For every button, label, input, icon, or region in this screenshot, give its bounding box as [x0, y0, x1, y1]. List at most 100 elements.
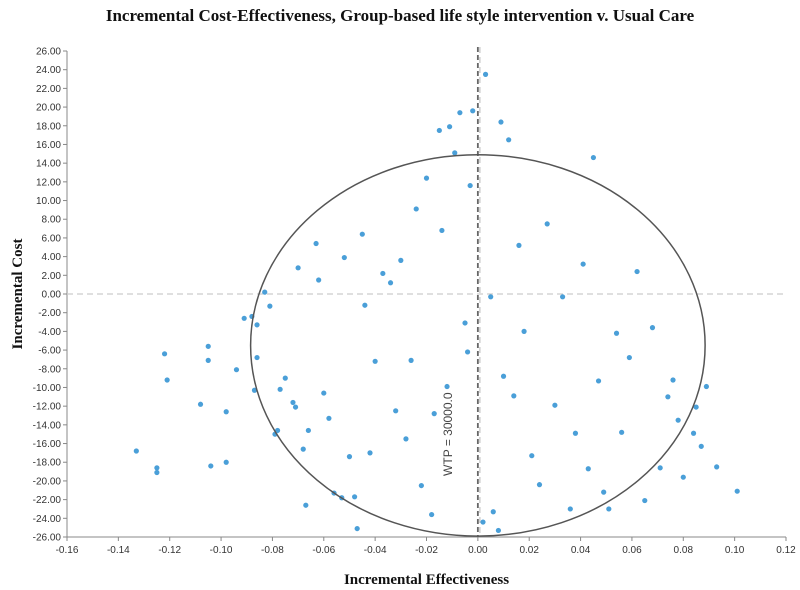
x-tick-label: -0.02: [415, 545, 438, 556]
data-point: [734, 488, 740, 494]
y-tick-label: -24.00: [33, 514, 62, 525]
x-tick-label: -0.10: [210, 545, 233, 556]
data-point: [595, 378, 602, 384]
data-point: [698, 443, 704, 449]
data-point: [429, 511, 435, 518]
y-tick-label: -12.00: [33, 402, 62, 413]
data-point: [398, 257, 404, 263]
x-tick-label: -0.16: [56, 545, 79, 556]
data-point: [447, 124, 453, 130]
data-point: [313, 240, 319, 247]
y-tick-label: 2.00: [42, 271, 62, 282]
data-point: [305, 427, 311, 434]
data-point: [567, 506, 573, 512]
data-point: [585, 466, 591, 472]
data-point: [154, 469, 160, 476]
data-point: [408, 357, 414, 363]
data-point: [580, 261, 586, 267]
data-point: [444, 383, 450, 390]
data-point: [480, 519, 486, 525]
data-point: [559, 294, 566, 300]
data-point: [470, 108, 476, 114]
data-point: [601, 489, 607, 495]
data-point: [690, 430, 697, 436]
y-tick-label: -16.00: [33, 439, 62, 450]
data-point: [133, 448, 139, 454]
y-tick-label: 14.00: [36, 159, 61, 170]
data-point: [380, 270, 386, 277]
data-point: [482, 71, 489, 77]
data-point: [464, 349, 471, 355]
data-point: [197, 401, 204, 407]
data-point: [613, 330, 620, 336]
data-point: [572, 430, 579, 436]
data-point: [490, 509, 496, 515]
reference-lines: [67, 47, 786, 537]
data-point: [372, 358, 378, 364]
y-tick-label: -10.00: [33, 383, 62, 394]
x-tick-label: -0.12: [158, 545, 181, 556]
confidence-ellipse-group: [249, 153, 706, 537]
data-point: [665, 394, 671, 400]
x-tick-label: 0.12: [776, 545, 796, 556]
data-point: [552, 402, 558, 408]
data-point: [642, 497, 648, 504]
data-point: [714, 464, 720, 470]
data-point: [367, 450, 373, 456]
data-point: [418, 482, 424, 489]
data-point: [300, 446, 306, 452]
data-point: [511, 393, 517, 399]
y-tick-label: -18.00: [33, 458, 62, 469]
data-point: [452, 150, 458, 156]
data-point: [262, 289, 268, 295]
data-point: [251, 387, 258, 393]
y-tick-label: 26.00: [36, 47, 61, 58]
data-point: [292, 404, 299, 410]
x-tick-label: 0.08: [674, 545, 694, 556]
data-point: [495, 527, 501, 534]
data-point: [205, 343, 211, 349]
data-point: [233, 367, 240, 373]
chart-title: Incremental Cost-Effectiveness, Group-ba…: [105, 6, 695, 25]
y-tick-label: 8.00: [42, 215, 62, 226]
y-tick-label: -8.00: [38, 364, 61, 375]
data-point: [316, 277, 322, 283]
data-point: [241, 315, 247, 321]
x-tick-label: -0.06: [312, 545, 335, 556]
data-point: [670, 377, 676, 383]
data-point: [295, 265, 301, 271]
x-tick-label: 0.00: [468, 545, 488, 556]
data-point: [326, 415, 332, 421]
data-point: [321, 390, 327, 396]
data-point: [536, 482, 543, 488]
data-point: [290, 399, 296, 406]
data-point: [590, 154, 597, 161]
data-point: [500, 373, 507, 379]
data-point: [387, 280, 394, 286]
data-point: [393, 408, 399, 414]
data-point: [254, 354, 260, 361]
data-point: [359, 231, 365, 237]
data-point: [703, 383, 709, 390]
data-point: [488, 294, 494, 300]
data-point: [657, 465, 663, 471]
y-tick-label: 10.00: [36, 196, 61, 207]
data-point: [467, 182, 473, 189]
y-tick-label: -4.00: [38, 327, 61, 338]
data-point: [431, 411, 437, 417]
data-point: [436, 127, 442, 134]
x-tick-label: -0.04: [364, 545, 387, 556]
data-point: [403, 436, 409, 442]
wtp-label: WTP = 30000.0: [441, 392, 455, 476]
data-point: [462, 320, 468, 326]
data-point: [619, 429, 625, 435]
y-tick-label: -22.00: [33, 495, 62, 506]
y-tick-label: -2.00: [38, 308, 61, 319]
data-point: [303, 502, 309, 508]
x-tick-label: 0.06: [622, 545, 642, 556]
data-point: [544, 221, 550, 227]
data-point: [529, 453, 535, 459]
y-tick-label: 4.00: [42, 252, 62, 263]
